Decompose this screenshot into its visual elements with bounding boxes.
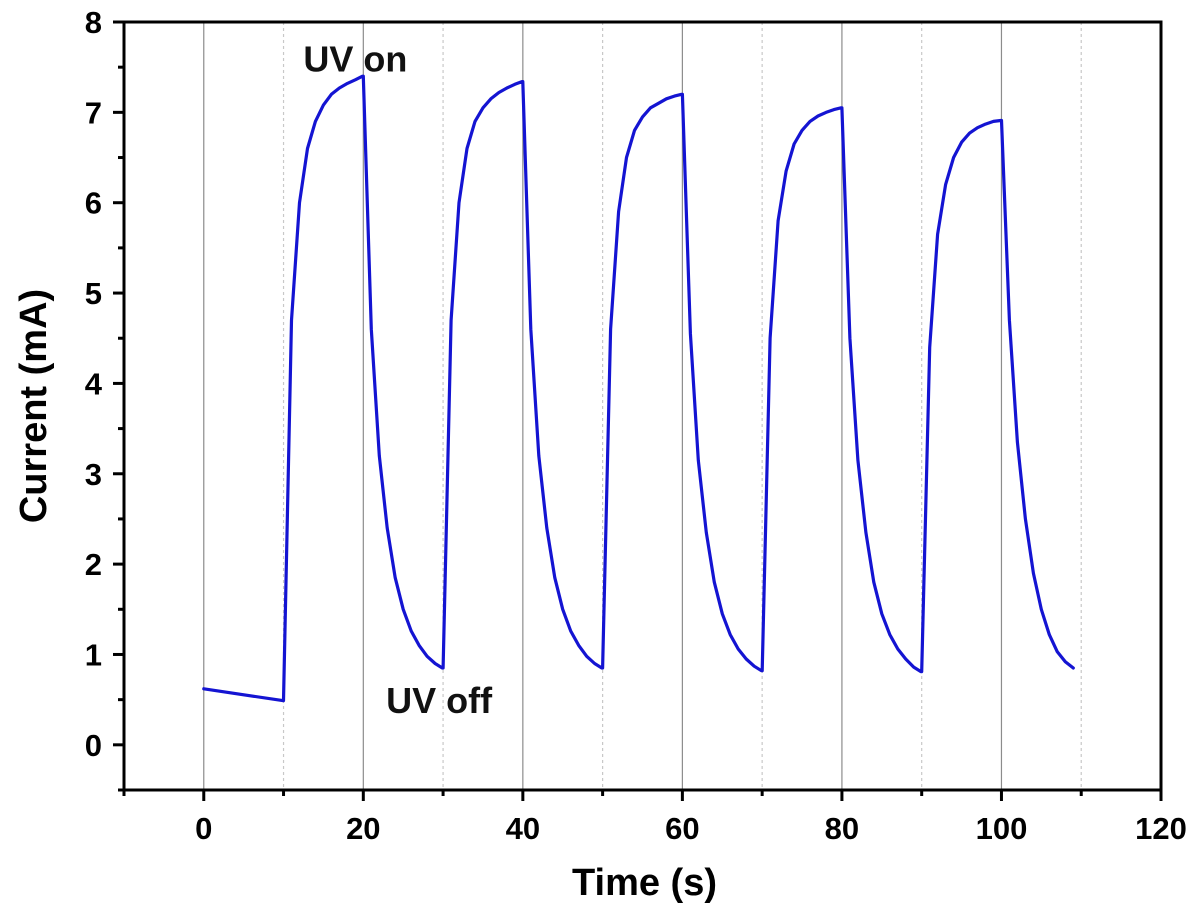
grid [203, 22, 1082, 790]
x-tick-label: 0 [195, 811, 212, 846]
x-tick-label: 80 [825, 811, 859, 846]
x-tick-label: 60 [665, 811, 699, 846]
series-layer [202, 74, 1075, 703]
ticks [113, 20, 1163, 801]
x-tick-label: 20 [346, 811, 380, 846]
y-tick-label: 7 [85, 95, 102, 130]
y-tick-label: 0 [85, 728, 102, 763]
x-tick-label: 40 [506, 811, 540, 846]
x-axis-title: Time (s) [572, 862, 717, 904]
y-tick-label: 1 [85, 637, 102, 672]
y-axis-title: Current (mA) [13, 289, 55, 523]
y-tick-label: 2 [85, 547, 102, 582]
annotation-label: UV on [303, 39, 407, 80]
annotation-label: UV off [386, 680, 493, 721]
x-tick-label: 120 [1135, 811, 1187, 846]
series-line [202, 74, 1075, 703]
annotations: UV on UV off [303, 39, 493, 722]
x-tick-label: 100 [976, 811, 1028, 846]
tick-labels: 0 20 40 60 80 100 120 0 1 2 3 4 5 6 7 8 [85, 5, 1187, 846]
y-tick-label: 8 [85, 5, 102, 40]
plot-frame [122, 20, 1163, 792]
y-tick-label: 4 [85, 366, 103, 401]
y-tick-label: 5 [85, 276, 102, 311]
y-tick-label: 6 [85, 186, 102, 221]
y-tick-label: 3 [85, 457, 102, 492]
